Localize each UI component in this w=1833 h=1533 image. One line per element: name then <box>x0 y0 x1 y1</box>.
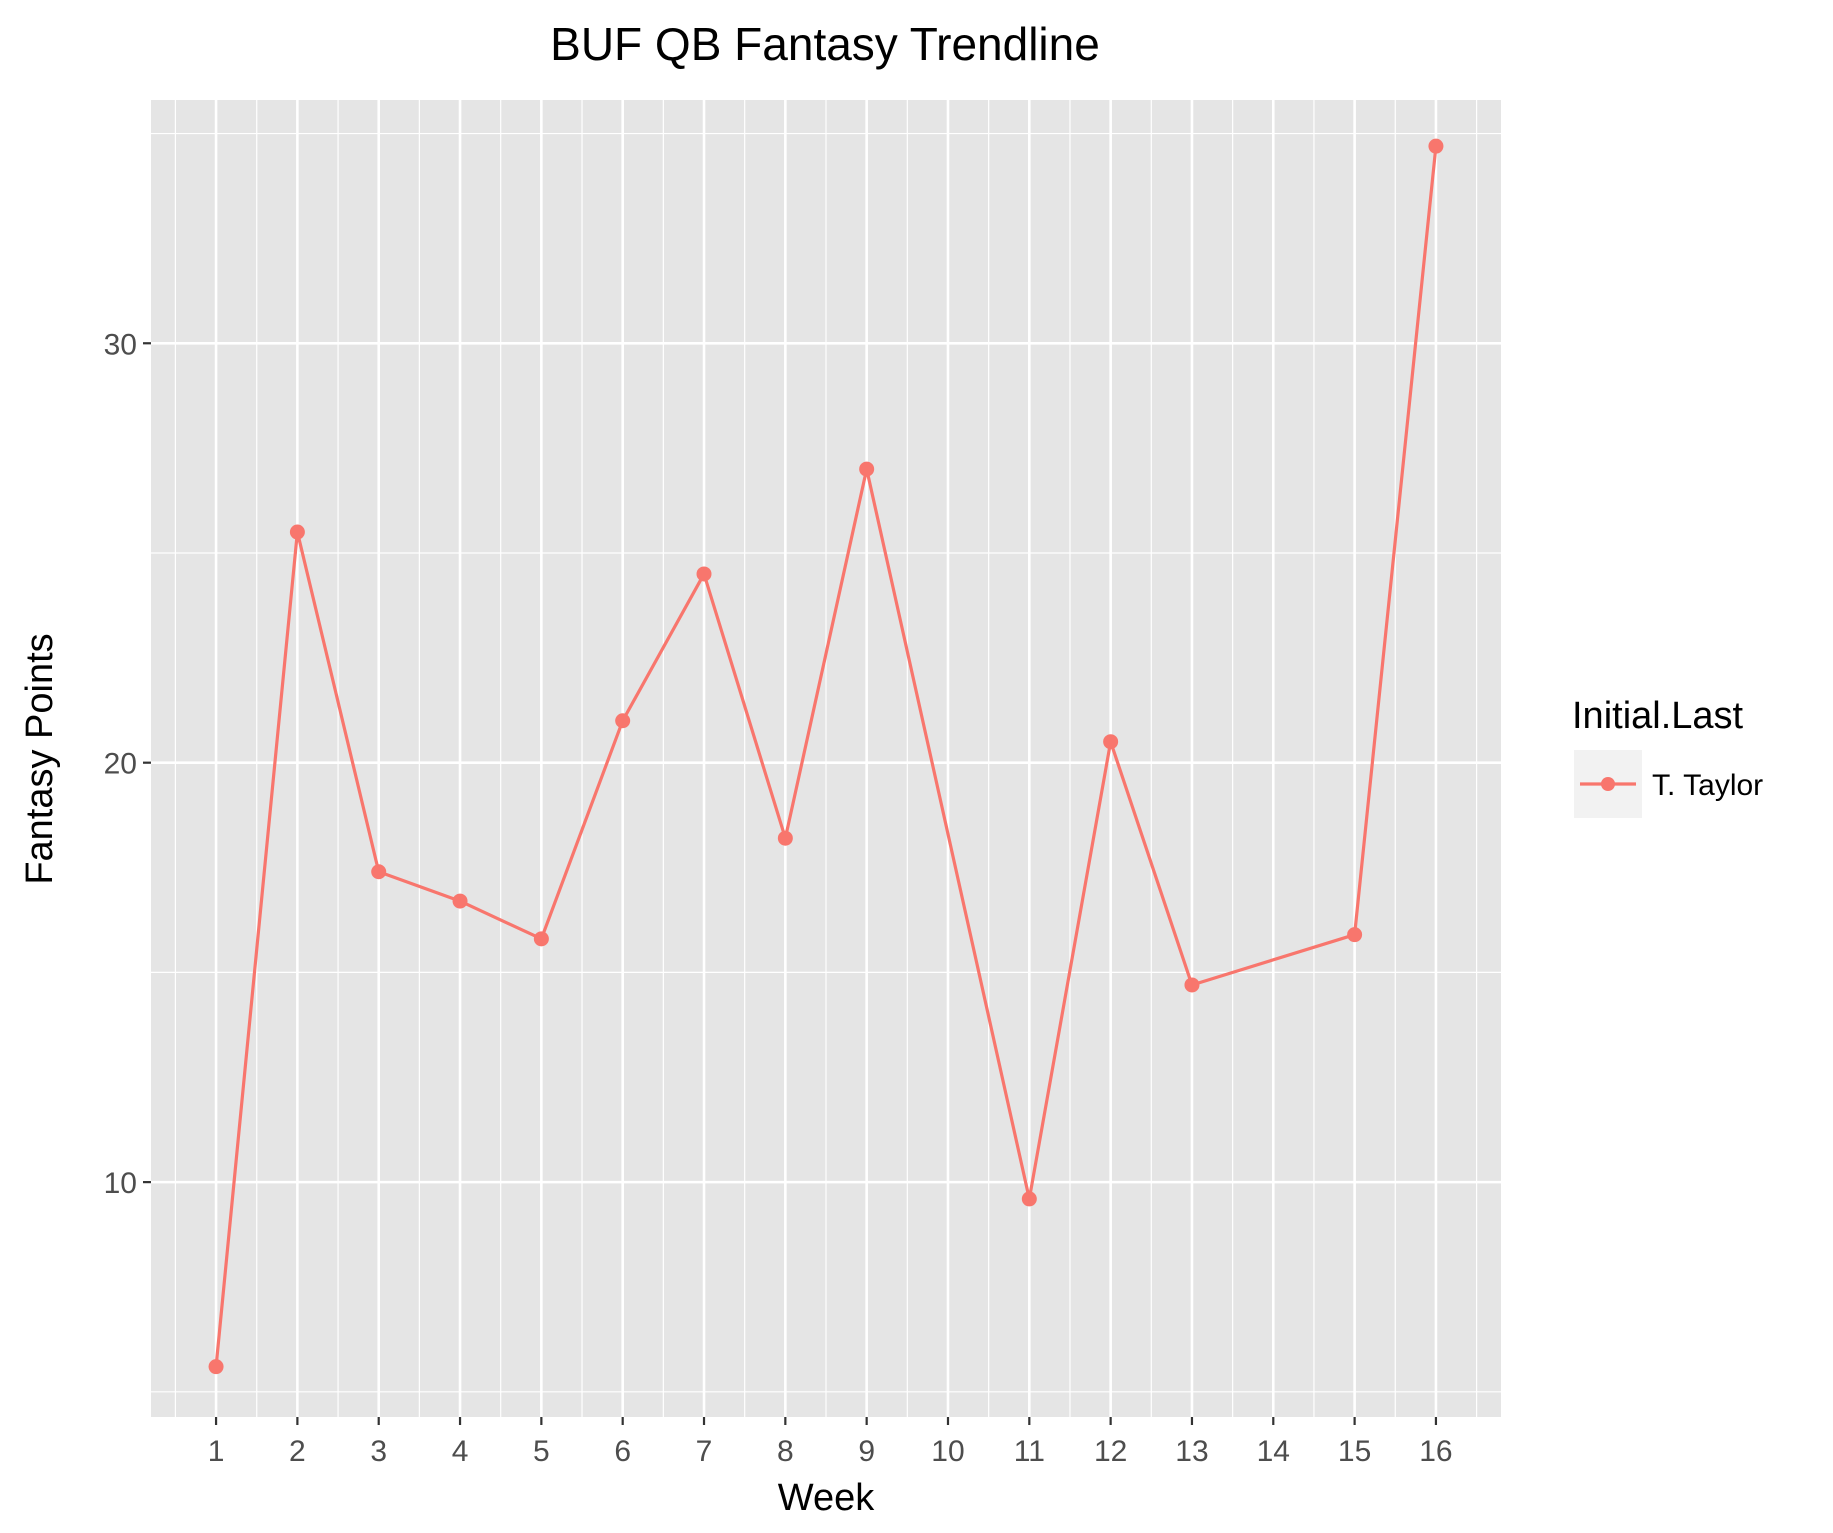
x-tick-label: 9 <box>858 1435 875 1468</box>
data-point <box>777 830 793 846</box>
x-tick-label: 3 <box>370 1435 387 1468</box>
x-tick-label: 16 <box>1419 1435 1452 1468</box>
y-tick-label: 10 <box>104 1167 137 1200</box>
legend-key-point <box>1601 777 1615 791</box>
x-tick-label: 2 <box>289 1435 306 1468</box>
data-point <box>696 566 712 582</box>
data-point <box>1184 977 1200 993</box>
data-point <box>615 713 631 729</box>
y-tick-label: 20 <box>104 748 137 781</box>
x-tick-label: 14 <box>1257 1435 1290 1468</box>
x-tick-label: 7 <box>696 1435 713 1468</box>
x-tick-label: 13 <box>1175 1435 1208 1468</box>
legend-label-t-taylor: T. Taylor <box>1652 769 1763 802</box>
series-layer <box>208 138 1444 1375</box>
series-line <box>214 145 1438 1367</box>
data-point <box>208 1359 224 1375</box>
data-point <box>533 931 549 947</box>
minor-gridlines <box>151 100 1501 1417</box>
x-axis: 1 2 3 4 5 6 7 8 9 10 11 12 13 14 15 16 <box>208 1417 1453 1468</box>
x-tick-label: 6 <box>614 1435 631 1468</box>
x-axis-title: Week <box>778 1477 875 1519</box>
x-tick-label: 15 <box>1338 1435 1371 1468</box>
x-tick-label: 1 <box>208 1435 225 1468</box>
y-axis: 10 20 30 <box>104 328 151 1200</box>
legend-title: Initial.Last <box>1572 695 1744 737</box>
data-point <box>1103 734 1119 750</box>
x-tick-label: 4 <box>452 1435 469 1468</box>
data-point <box>371 864 387 880</box>
x-tick-label: 8 <box>777 1435 794 1468</box>
x-tick-label: 11 <box>1014 1435 1045 1468</box>
chart-title: BUF QB Fantasy Trendline <box>550 18 1100 70</box>
data-point <box>1428 138 1444 154</box>
x-tick-label: 5 <box>533 1435 550 1468</box>
major-gridlines <box>151 100 1501 1417</box>
legend: Initial.Last T. Taylor <box>1572 695 1763 818</box>
data-point <box>859 461 875 477</box>
y-tick-label: 30 <box>104 328 137 361</box>
data-point <box>1347 927 1363 943</box>
x-tick-label: 10 <box>931 1435 964 1468</box>
x-tick-label: 12 <box>1094 1435 1127 1468</box>
data-point <box>452 893 468 909</box>
y-axis-title: Fantasy Points <box>19 633 61 884</box>
data-point <box>289 524 305 540</box>
data-point <box>1021 1191 1037 1207</box>
